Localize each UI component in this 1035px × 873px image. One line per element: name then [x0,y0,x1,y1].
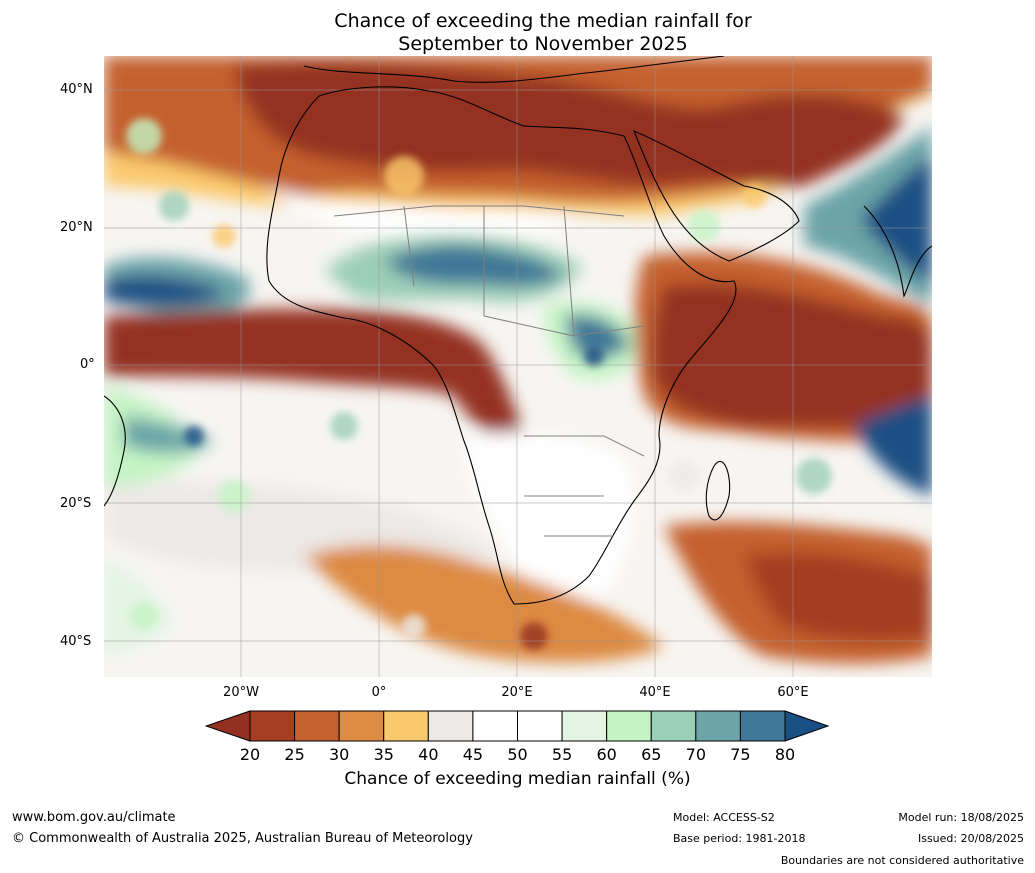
colorbar-tick-label: 55 [551,745,573,764]
footer-issued: Issued: 20/08/2025 [917,832,1024,845]
colorbar-cell [650,710,697,742]
colorbar-cell [517,710,563,742]
footer-website: www.bom.gov.au/climate [12,810,176,825]
colorbar-cell [427,710,474,742]
colorbar-cell [739,710,786,742]
colorbar-cell [695,710,741,742]
lat-label-20n: 20°N [60,220,93,235]
footer-disclaimer: Boundaries are not considered authoritat… [780,854,1024,867]
colorbar-cells [249,710,786,742]
lon-label-20w: 20°W [223,685,259,700]
colorbar-label: Chance of exceeding median rainfall (%) [344,769,691,789]
colorbar-tick-label: 45 [462,745,484,764]
colorbar-tick-label: 75 [730,745,751,764]
colorbar-cell [606,710,652,742]
colorbar [205,710,830,742]
colorbar-below-triangle [205,710,251,742]
lon-label-20e: 20°E [501,685,533,700]
colorbar-cell [338,710,385,742]
colorbar-tick-label: 25 [284,745,305,764]
colorbar-above-triangle [784,710,830,742]
rainfall-map [104,56,932,677]
colorbar-tick-label: 80 [774,745,796,764]
lon-label-0: 0° [371,685,387,700]
country-borders [333,205,645,537]
footer-model-run: Model run: 18/08/2025 [898,811,1024,824]
colorbar-tick-label: 65 [641,745,662,764]
footer-copyright: © Commonwealth of Australia 2025, Austra… [12,831,473,846]
rainfall-map-canvas [104,56,932,677]
title-line-2: September to November 2025 [398,33,688,55]
probability-texture [126,118,832,650]
colorbar-cell [472,710,518,742]
colorbar-tick-label: 50 [507,745,528,764]
colorbar-cell [383,710,429,742]
colorbar-cell [294,710,340,742]
colorbar-cell [561,710,608,742]
lat-label-equator: 0° [80,357,95,372]
map-title: Chance of exceeding the median rainfall … [0,10,1035,56]
gridlines [104,56,932,677]
colorbar-cell [249,710,296,742]
coastlines [104,56,932,605]
colorbar-tick-label: 20 [239,745,261,764]
title-line-1: Chance of exceeding the median rainfall … [334,10,752,32]
colorbar-tick-label: 60 [596,745,617,764]
colorbar-tick-label: 30 [328,745,350,764]
footer-base-period: Base period: 1981-2018 [673,832,806,845]
colorbar-tick-label: 35 [373,745,394,764]
lon-label-60e: 60°E [777,685,809,700]
lat-label-40n: 40°N [60,82,93,97]
lat-label-40s: 40°S [60,634,92,649]
colorbar-tick-label: 70 [685,745,707,764]
colorbar-tick-label: 40 [418,745,439,764]
lon-label-40e: 40°E [639,685,671,700]
lat-label-20s: 20°S [60,496,92,511]
footer-model: Model: ACCESS-S2 [673,811,775,824]
